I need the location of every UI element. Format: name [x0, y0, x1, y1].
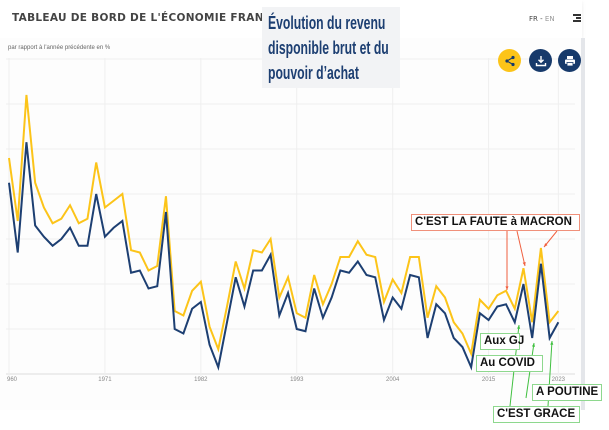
arrow-grace-head — [550, 341, 554, 345]
series-line-revenu-disponible-brut — [8, 94, 560, 358]
x-tick-label: 2004 — [386, 377, 400, 383]
title-overlay: Évolution du revenu disponible brut et d… — [262, 7, 400, 88]
annotation-poutine: A POUTINE — [532, 384, 602, 401]
lang-en[interactable]: EN — [544, 15, 555, 23]
arrow-grace-head — [517, 325, 521, 329]
annotation-macron: C'EST LA FAUTE à MACRON — [411, 214, 580, 231]
print-icon — [564, 55, 575, 66]
arrow-macron — [516, 230, 526, 267]
share-icon — [504, 55, 515, 66]
arrow-macron-head — [522, 262, 526, 266]
chart-subtitle: par rapport à l'année précédente en % — [8, 45, 111, 51]
scrollbar[interactable] — [581, 38, 585, 410]
annotation-grace: C'EST GRACE — [493, 406, 580, 423]
annotation-gj: Aux GJ — [480, 333, 524, 350]
series-line-pouvoir-achat — [8, 142, 560, 371]
menu-icon[interactable] — [573, 14, 581, 23]
x-tick-label: 960 — [7, 377, 18, 383]
x-tick-label: 1971 — [98, 377, 112, 383]
print-button[interactable] — [558, 49, 581, 72]
share-button[interactable] — [498, 49, 521, 72]
language-switcher: FR - EN — [529, 15, 555, 23]
arrow-macron-head — [505, 286, 509, 290]
lang-separator: - — [540, 15, 543, 23]
site-brand[interactable]: TABLEAU DE BORD DE L'ÉCONOMIE FRANÇAISE — [12, 12, 300, 24]
download-icon — [535, 55, 546, 66]
download-button[interactable] — [529, 49, 552, 72]
x-tick-label: 2015 — [482, 377, 496, 383]
x-tick-label: 2023 — [552, 377, 566, 383]
arrow-grace-head — [531, 343, 536, 347]
lang-fr[interactable]: FR — [529, 15, 538, 23]
annotation-covid: Au COVID — [476, 355, 543, 372]
x-tick-label: 1993 — [290, 377, 304, 383]
arrow-macron-head — [544, 243, 548, 247]
x-tick-label: 1982 — [194, 377, 208, 383]
page-title: Évolution du revenu disponible brut et d… — [268, 12, 389, 83]
